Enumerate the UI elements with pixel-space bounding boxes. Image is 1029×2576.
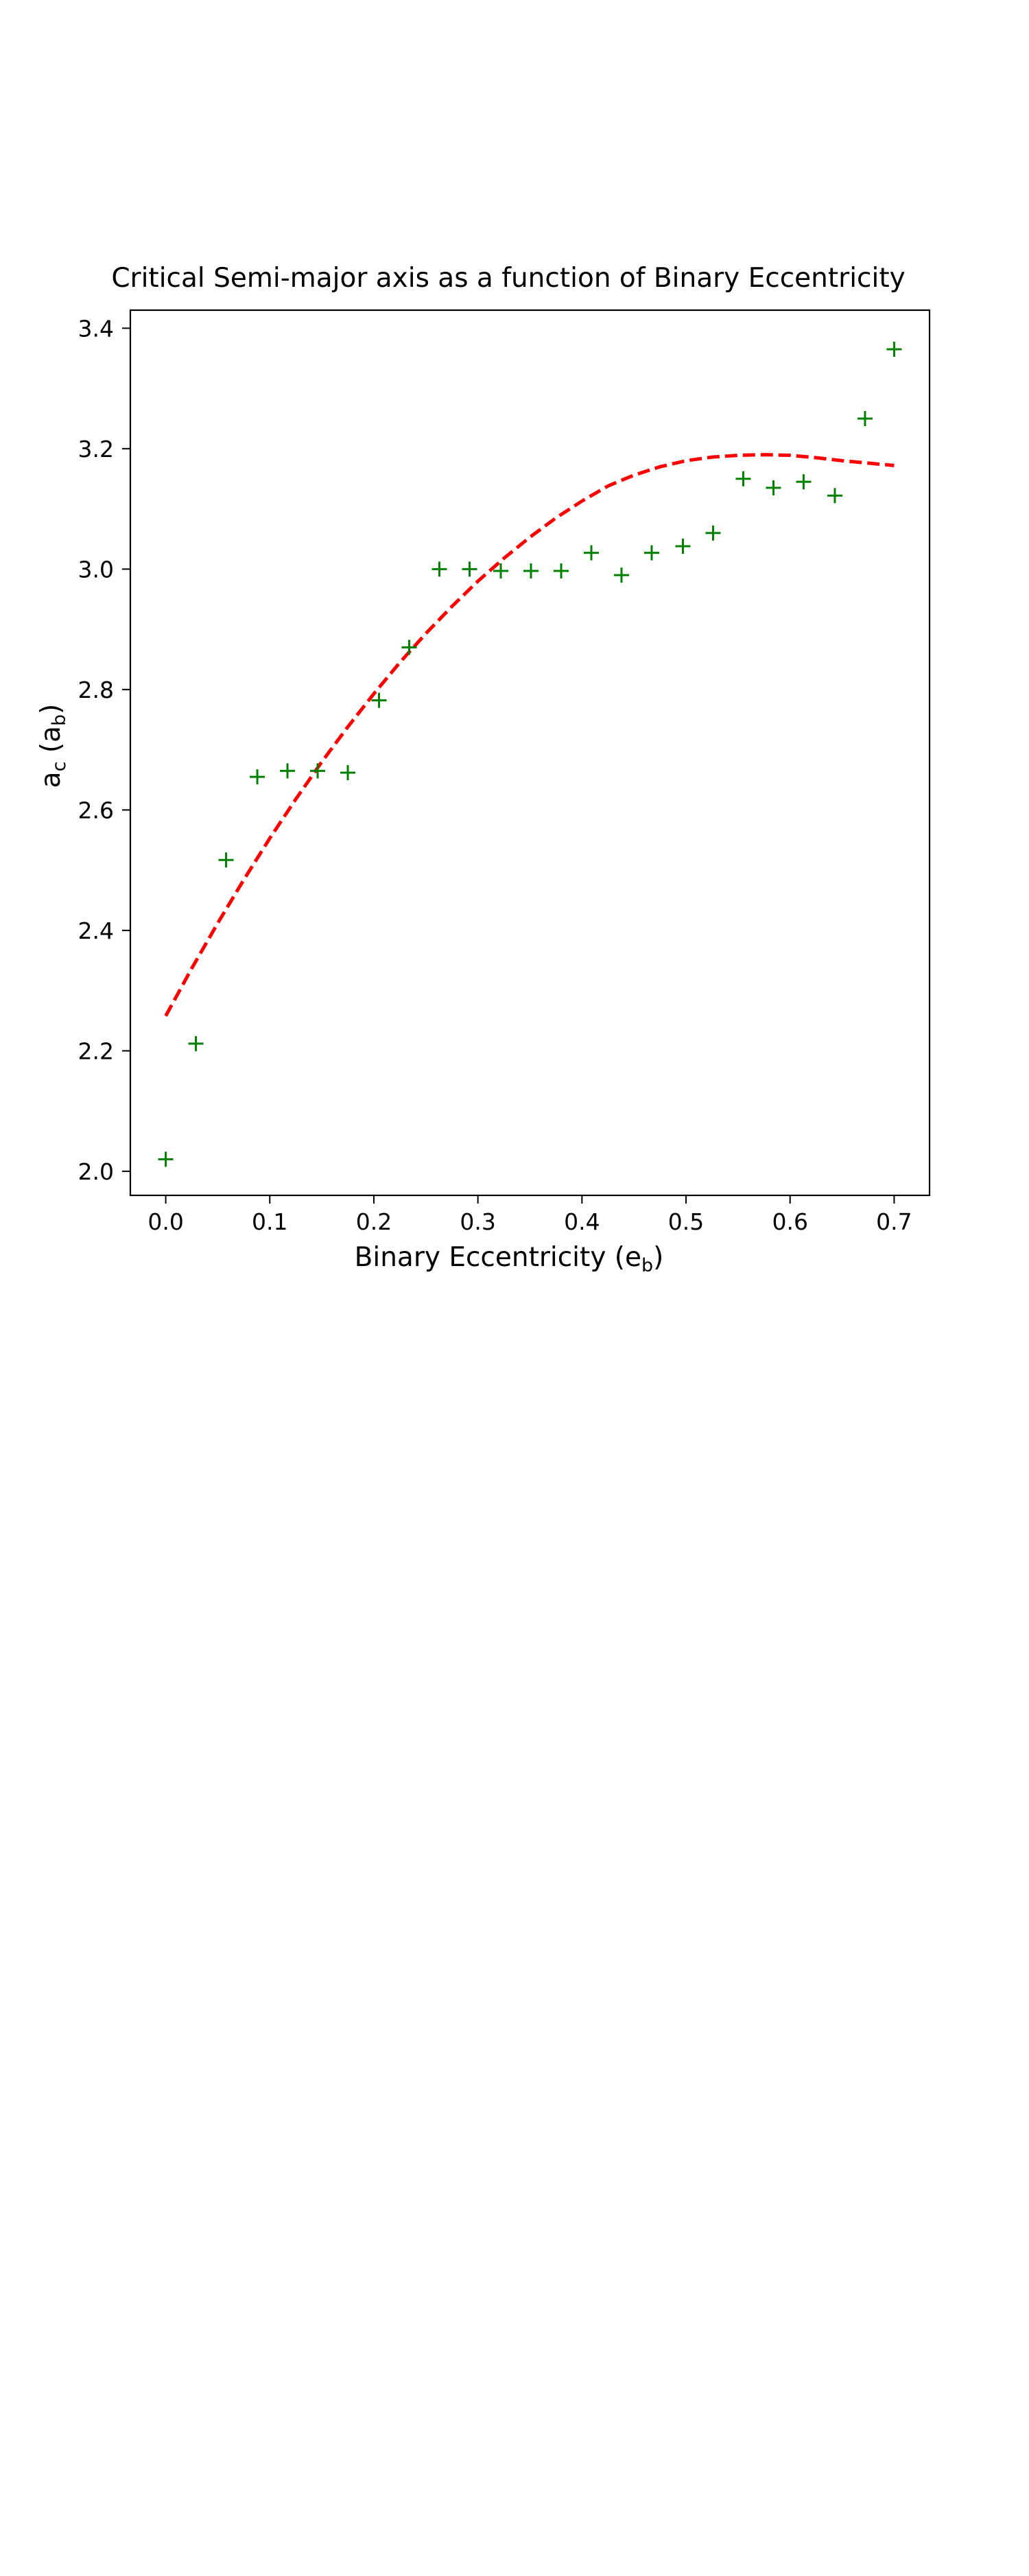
data-point-marker bbox=[766, 480, 781, 495]
y-tick-label: 3.2 bbox=[78, 436, 114, 462]
data-point-marker bbox=[462, 561, 477, 577]
data-point-marker bbox=[218, 852, 234, 868]
y-tick-label: 2.4 bbox=[78, 917, 114, 944]
x-tick-label: 0.7 bbox=[876, 1208, 912, 1235]
data-point-marker bbox=[188, 1035, 204, 1051]
data-point-marker bbox=[310, 763, 326, 779]
data-point-marker bbox=[583, 545, 599, 561]
data-point-marker bbox=[796, 474, 812, 490]
data-point-marker bbox=[340, 764, 356, 780]
data-point-marker bbox=[705, 525, 721, 541]
data-point-marker bbox=[493, 563, 509, 578]
y-tick-label: 2.2 bbox=[78, 1038, 114, 1064]
x-tick-label: 0.0 bbox=[147, 1208, 183, 1235]
x-axis-label: Binary Eccentricity (eb) bbox=[355, 1242, 664, 1276]
axis-ticks: 0.0 0.1 0.2 0.3 0.4 0.5 0.6 0.7 2.0 2.2 2.4 2.6 2.8 3… bbox=[78, 315, 912, 1235]
data-point-marker bbox=[371, 692, 387, 708]
data-point-marker bbox=[886, 342, 902, 358]
y-tick-label: 3.0 bbox=[78, 556, 114, 583]
data-point-marker bbox=[735, 471, 751, 487]
chart-title: Critical Semi-major axis as a function o… bbox=[111, 263, 905, 294]
y-axis-label: ac (ab) bbox=[36, 704, 70, 788]
plot-frame bbox=[129, 309, 931, 1197]
data-point-marker bbox=[250, 769, 265, 785]
data-point-marker bbox=[857, 410, 873, 426]
x-tick-label: 0.5 bbox=[668, 1208, 704, 1235]
x-tick-label: 0.2 bbox=[356, 1208, 392, 1235]
y-tick-label: 2.0 bbox=[78, 1158, 114, 1185]
x-tick-label: 0.4 bbox=[564, 1208, 600, 1235]
data-point-marker bbox=[401, 640, 417, 655]
data-point-marker bbox=[827, 488, 842, 504]
data-point-marker bbox=[431, 561, 447, 577]
fit-curve-line bbox=[164, 453, 895, 1017]
x-tick-label: 0.3 bbox=[460, 1208, 495, 1235]
plot-area bbox=[158, 342, 902, 1167]
data-point-marker bbox=[554, 563, 569, 578]
data-point-marker bbox=[675, 539, 691, 554]
data-point-marker bbox=[613, 567, 629, 583]
x-tick-label: 0.6 bbox=[772, 1208, 807, 1235]
y-tick-label: 2.8 bbox=[78, 677, 114, 703]
data-point-marker bbox=[280, 763, 296, 779]
data-point-marker bbox=[643, 545, 659, 561]
data-point-marker bbox=[523, 563, 539, 578]
data-point-marker bbox=[158, 1151, 174, 1167]
y-tick-label: 2.6 bbox=[78, 797, 114, 823]
y-tick-label: 3.4 bbox=[78, 315, 114, 342]
x-tick-label: 0.1 bbox=[252, 1208, 287, 1235]
